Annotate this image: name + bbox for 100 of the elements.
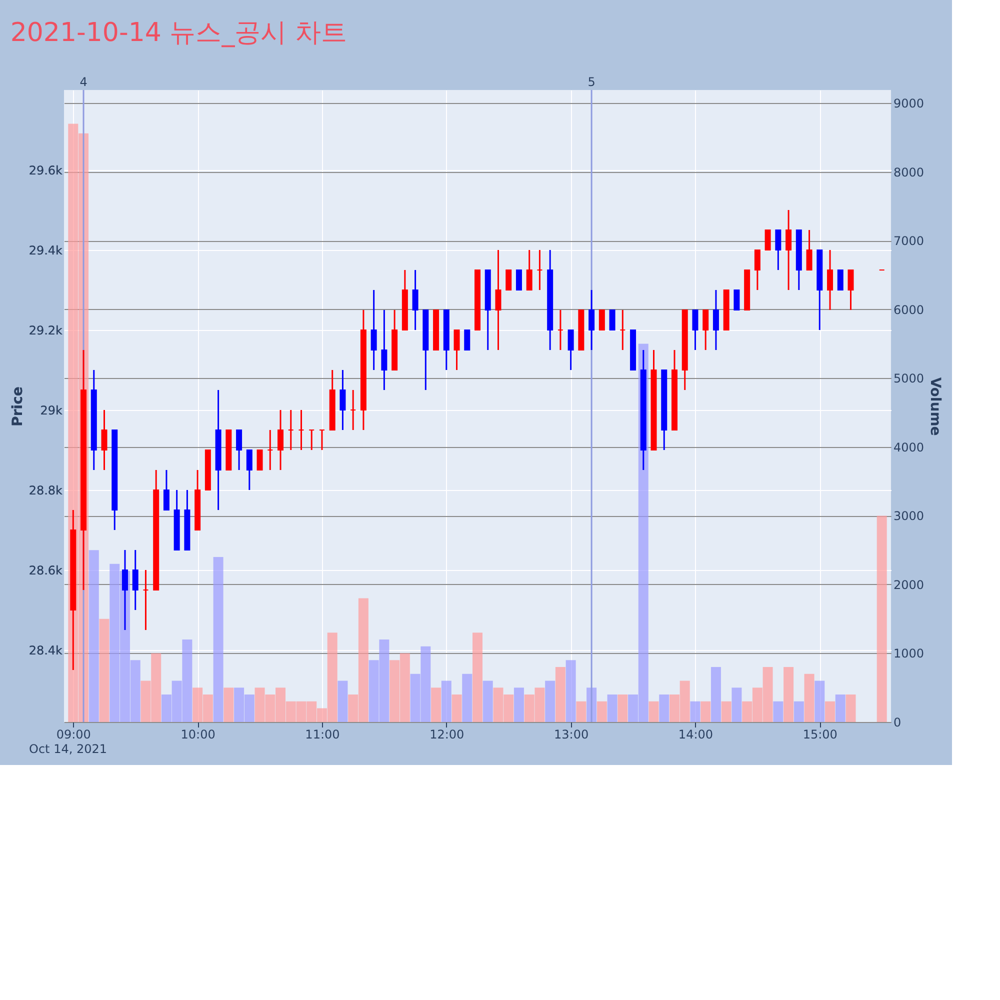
y2-tick-label: 8000: [894, 165, 924, 180]
bar: [88, 550, 99, 722]
candlestick: [246, 449, 252, 491]
y2-tick-label: 3000: [894, 509, 924, 524]
bar: [846, 694, 856, 722]
y2-tick-label: 5000: [894, 372, 924, 386]
candlestick: [101, 409, 108, 471]
bar: [566, 660, 576, 722]
candlestick: [754, 249, 760, 291]
candlestick: [786, 209, 792, 291]
candlestick: [340, 369, 346, 431]
y-tick-label: 29k: [40, 404, 63, 418]
y2-tick-label: 0: [894, 716, 902, 730]
candlestick: [588, 289, 595, 351]
bar: [648, 701, 659, 722]
candlestick: [495, 249, 502, 351]
x-tick-label: 13:00: [554, 728, 589, 742]
bar: [482, 680, 493, 722]
candlestick: [308, 429, 315, 451]
candlestick: [712, 289, 719, 351]
y-tick-label: 29.4k: [28, 244, 63, 258]
bar: [607, 694, 618, 722]
candlestick: [464, 330, 470, 350]
bar: [545, 680, 556, 722]
bar: [784, 666, 794, 722]
candlestick: [526, 249, 532, 291]
candlestick: [609, 310, 616, 330]
candlestick: [256, 450, 263, 470]
y2-tick-label: 2000: [894, 578, 924, 592]
bar: [835, 694, 846, 722]
text: Oct 14, 2021: [29, 742, 107, 756]
candlestick: [734, 290, 740, 310]
bar: [794, 701, 804, 722]
bar: [659, 694, 670, 722]
bar: [431, 688, 442, 722]
candlestick: [837, 270, 844, 290]
bar: [710, 666, 721, 722]
y-tick-label: 28.4k: [28, 644, 63, 658]
candlestick: [620, 309, 626, 351]
candlestick: [764, 230, 771, 250]
candlestick: [827, 249, 834, 311]
candlestick: [350, 389, 356, 431]
bar: [773, 701, 784, 722]
bar: [618, 694, 628, 722]
candlestick: [278, 409, 284, 471]
bar: [472, 632, 482, 722]
bar: [338, 680, 348, 722]
candlestick: [163, 469, 170, 511]
bar: [721, 701, 732, 722]
candlestick: [848, 269, 854, 311]
candlestick: [692, 309, 698, 351]
x-tick-label: 11:00: [305, 728, 340, 742]
y2-axis-title: Volume: [927, 377, 944, 436]
candlestick: [370, 289, 377, 371]
candlestick: [454, 329, 460, 371]
y2-tick-label: 4000: [894, 440, 924, 454]
y-axis-title: Price: [10, 386, 26, 426]
x-tick-label: 15:00: [802, 728, 838, 742]
candlestick: [702, 309, 709, 351]
bar: [224, 688, 234, 722]
candlestick: [568, 329, 574, 371]
ref-line-label: 4: [80, 75, 88, 89]
y-tick-label: 28.8k: [28, 484, 63, 498]
bar: [825, 701, 836, 722]
bar: [690, 701, 700, 722]
bar: [514, 688, 524, 722]
candlestick: [267, 429, 274, 471]
bar: [555, 666, 566, 722]
bar: [452, 694, 462, 722]
chart-title: 2021-10-14 뉴스_공시 차트: [10, 18, 347, 48]
candlestick: [506, 270, 512, 290]
candlestick: [806, 229, 812, 271]
candlestick: [288, 409, 294, 451]
candlestick: [236, 429, 242, 471]
y-tick-label: 29.2k: [28, 324, 63, 338]
bar: [596, 701, 607, 722]
x-tick-label: 10:00: [180, 728, 216, 742]
y2-tick-label: 1000: [894, 646, 924, 661]
candlestick: [381, 309, 388, 391]
candlestick: [775, 229, 782, 271]
candlestick: [412, 269, 418, 331]
x-tick-label: 12:00: [430, 728, 464, 742]
candlestick: [298, 409, 304, 451]
y2-tick-label: 9000: [894, 96, 924, 111]
ref-line-label: 5: [588, 75, 596, 89]
candlestick: [122, 549, 128, 631]
candlestick: [318, 429, 325, 451]
bar: [876, 516, 887, 722]
bar: [814, 680, 825, 722]
bar: [700, 701, 711, 722]
bar: [99, 618, 110, 722]
y-tick-label: 28.6k: [28, 564, 63, 578]
candlestick: [536, 249, 543, 291]
bar: [462, 674, 472, 722]
candlestick: [598, 310, 605, 330]
bar: [213, 556, 224, 722]
x-tick-label: 14:00: [678, 728, 714, 742]
y2-tick-label: 6000: [894, 302, 924, 317]
bar: [576, 701, 586, 722]
bar: [441, 680, 452, 722]
